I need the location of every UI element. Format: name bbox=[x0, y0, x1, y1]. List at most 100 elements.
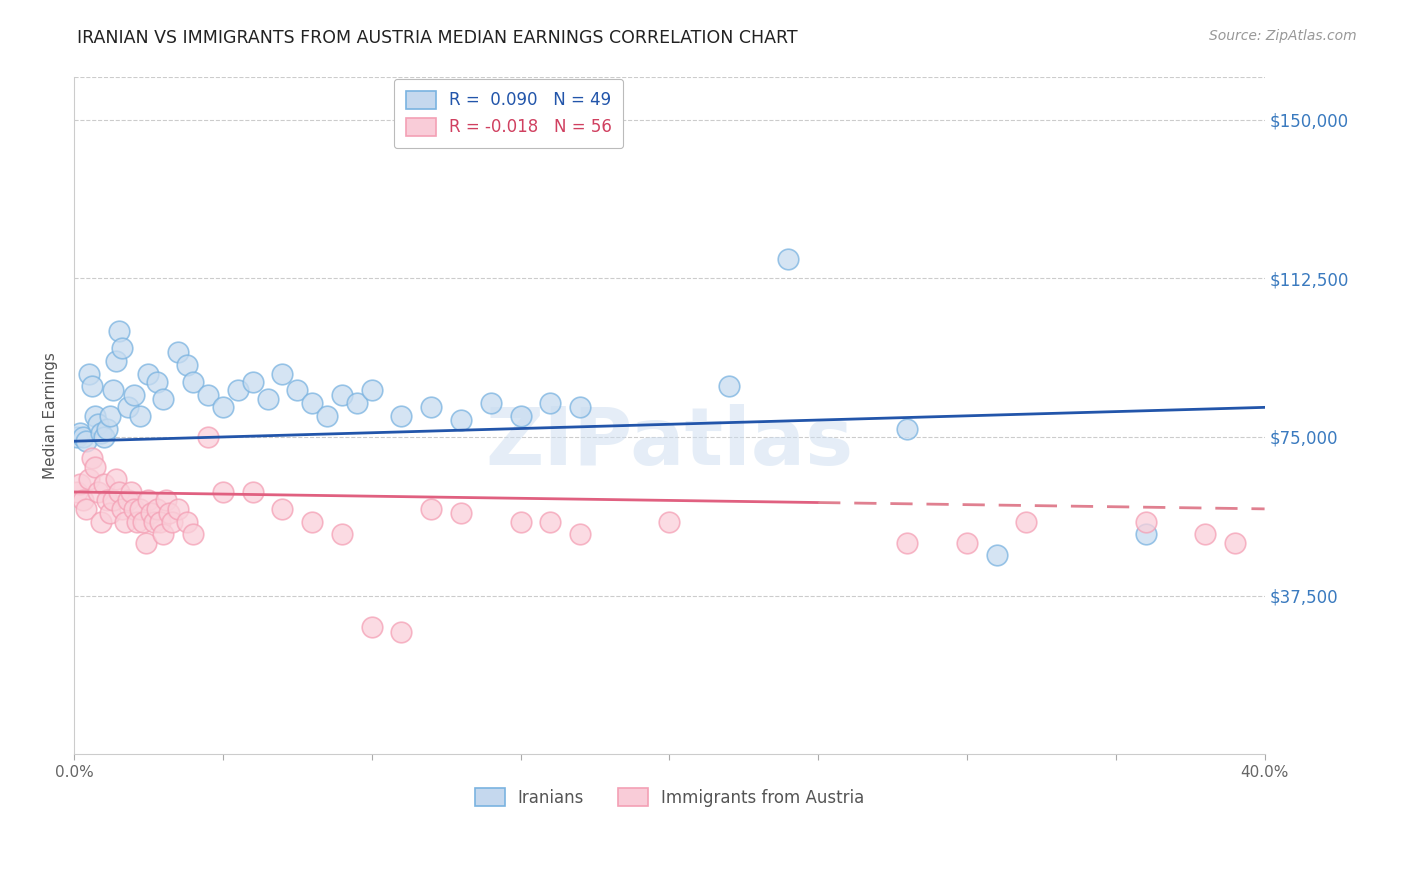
Point bbox=[1015, 515, 1038, 529]
Point bbox=[111, 341, 134, 355]
Point bbox=[301, 515, 323, 529]
Point bbox=[128, 409, 150, 423]
Point bbox=[107, 324, 129, 338]
Point bbox=[167, 501, 190, 516]
Point bbox=[84, 409, 107, 423]
Point bbox=[120, 485, 142, 500]
Point bbox=[96, 421, 118, 435]
Point bbox=[360, 384, 382, 398]
Point bbox=[69, 476, 91, 491]
Point bbox=[538, 396, 561, 410]
Point bbox=[176, 358, 198, 372]
Point bbox=[122, 387, 145, 401]
Point bbox=[141, 506, 163, 520]
Point bbox=[242, 375, 264, 389]
Point bbox=[896, 421, 918, 435]
Point bbox=[242, 485, 264, 500]
Point bbox=[98, 409, 121, 423]
Point bbox=[104, 354, 127, 368]
Point bbox=[87, 417, 110, 432]
Point bbox=[72, 493, 94, 508]
Point bbox=[77, 472, 100, 486]
Point bbox=[1223, 535, 1246, 549]
Point bbox=[87, 485, 110, 500]
Point bbox=[1135, 515, 1157, 529]
Point bbox=[75, 434, 97, 449]
Point bbox=[420, 401, 443, 415]
Point bbox=[98, 506, 121, 520]
Point bbox=[117, 493, 139, 508]
Point bbox=[152, 392, 174, 406]
Point bbox=[176, 515, 198, 529]
Point bbox=[956, 535, 979, 549]
Point bbox=[181, 527, 204, 541]
Point bbox=[271, 367, 294, 381]
Point bbox=[149, 515, 172, 529]
Point bbox=[391, 624, 413, 639]
Point bbox=[135, 535, 157, 549]
Point bbox=[212, 485, 235, 500]
Point bbox=[117, 401, 139, 415]
Point bbox=[162, 515, 184, 529]
Text: ZIPatlas: ZIPatlas bbox=[485, 404, 853, 482]
Point bbox=[111, 501, 134, 516]
Point bbox=[66, 430, 89, 444]
Point bbox=[450, 413, 472, 427]
Y-axis label: Median Earnings: Median Earnings bbox=[44, 352, 58, 479]
Point bbox=[271, 501, 294, 516]
Point bbox=[146, 375, 169, 389]
Point bbox=[896, 535, 918, 549]
Point bbox=[107, 485, 129, 500]
Point bbox=[125, 515, 148, 529]
Point bbox=[420, 501, 443, 516]
Point bbox=[167, 345, 190, 359]
Point bbox=[509, 515, 531, 529]
Point bbox=[197, 430, 219, 444]
Point bbox=[146, 501, 169, 516]
Point bbox=[75, 501, 97, 516]
Point bbox=[569, 401, 592, 415]
Point bbox=[101, 493, 124, 508]
Point bbox=[155, 493, 177, 508]
Point bbox=[346, 396, 368, 410]
Point bbox=[138, 493, 160, 508]
Point bbox=[316, 409, 339, 423]
Point bbox=[77, 367, 100, 381]
Point bbox=[66, 485, 89, 500]
Point bbox=[538, 515, 561, 529]
Point bbox=[717, 379, 740, 393]
Point bbox=[104, 472, 127, 486]
Point bbox=[212, 401, 235, 415]
Point bbox=[84, 459, 107, 474]
Point bbox=[301, 396, 323, 410]
Point bbox=[138, 367, 160, 381]
Point bbox=[330, 387, 353, 401]
Point bbox=[80, 379, 103, 393]
Point bbox=[128, 501, 150, 516]
Point bbox=[509, 409, 531, 423]
Point bbox=[80, 451, 103, 466]
Point bbox=[152, 527, 174, 541]
Point bbox=[226, 384, 249, 398]
Point bbox=[1135, 527, 1157, 541]
Point bbox=[101, 384, 124, 398]
Point bbox=[569, 527, 592, 541]
Point bbox=[256, 392, 278, 406]
Point bbox=[131, 515, 153, 529]
Point bbox=[391, 409, 413, 423]
Point bbox=[285, 384, 308, 398]
Point bbox=[90, 425, 112, 440]
Point bbox=[778, 252, 800, 267]
Point bbox=[93, 430, 115, 444]
Point bbox=[986, 549, 1008, 563]
Point bbox=[96, 493, 118, 508]
Point bbox=[330, 527, 353, 541]
Point bbox=[360, 620, 382, 634]
Point bbox=[143, 515, 166, 529]
Point bbox=[69, 425, 91, 440]
Point bbox=[1194, 527, 1216, 541]
Point bbox=[450, 506, 472, 520]
Text: Source: ZipAtlas.com: Source: ZipAtlas.com bbox=[1209, 29, 1357, 43]
Point bbox=[181, 375, 204, 389]
Point bbox=[93, 476, 115, 491]
